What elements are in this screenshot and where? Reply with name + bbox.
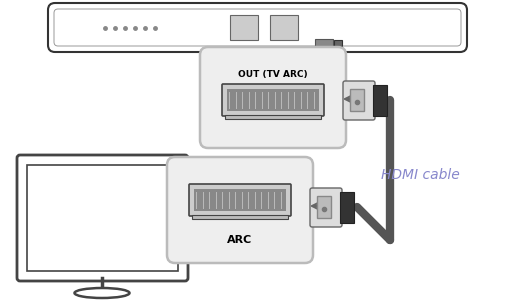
Ellipse shape (75, 288, 130, 298)
Bar (225, 115, 321, 119)
FancyBboxPatch shape (343, 81, 375, 120)
FancyBboxPatch shape (222, 84, 324, 116)
Bar (340, 192, 354, 223)
FancyBboxPatch shape (227, 89, 319, 111)
FancyBboxPatch shape (48, 3, 467, 52)
FancyBboxPatch shape (310, 188, 342, 227)
Text: ARC: ARC (227, 235, 253, 245)
FancyBboxPatch shape (189, 184, 291, 216)
FancyBboxPatch shape (17, 155, 188, 281)
FancyBboxPatch shape (167, 157, 313, 263)
Bar (27, 165, 178, 271)
Bar (230, 15, 258, 40)
Bar (192, 215, 288, 219)
Text: OUT (TV ARC): OUT (TV ARC) (238, 70, 308, 79)
Text: HDMI cable: HDMI cable (381, 168, 460, 182)
FancyBboxPatch shape (194, 189, 286, 211)
Bar (373, 85, 387, 116)
Bar (317, 196, 331, 218)
FancyBboxPatch shape (200, 47, 346, 148)
Bar (315, 39, 333, 47)
Polygon shape (300, 50, 320, 55)
Bar (350, 89, 364, 111)
Bar (334, 40, 342, 46)
Bar (270, 15, 298, 40)
